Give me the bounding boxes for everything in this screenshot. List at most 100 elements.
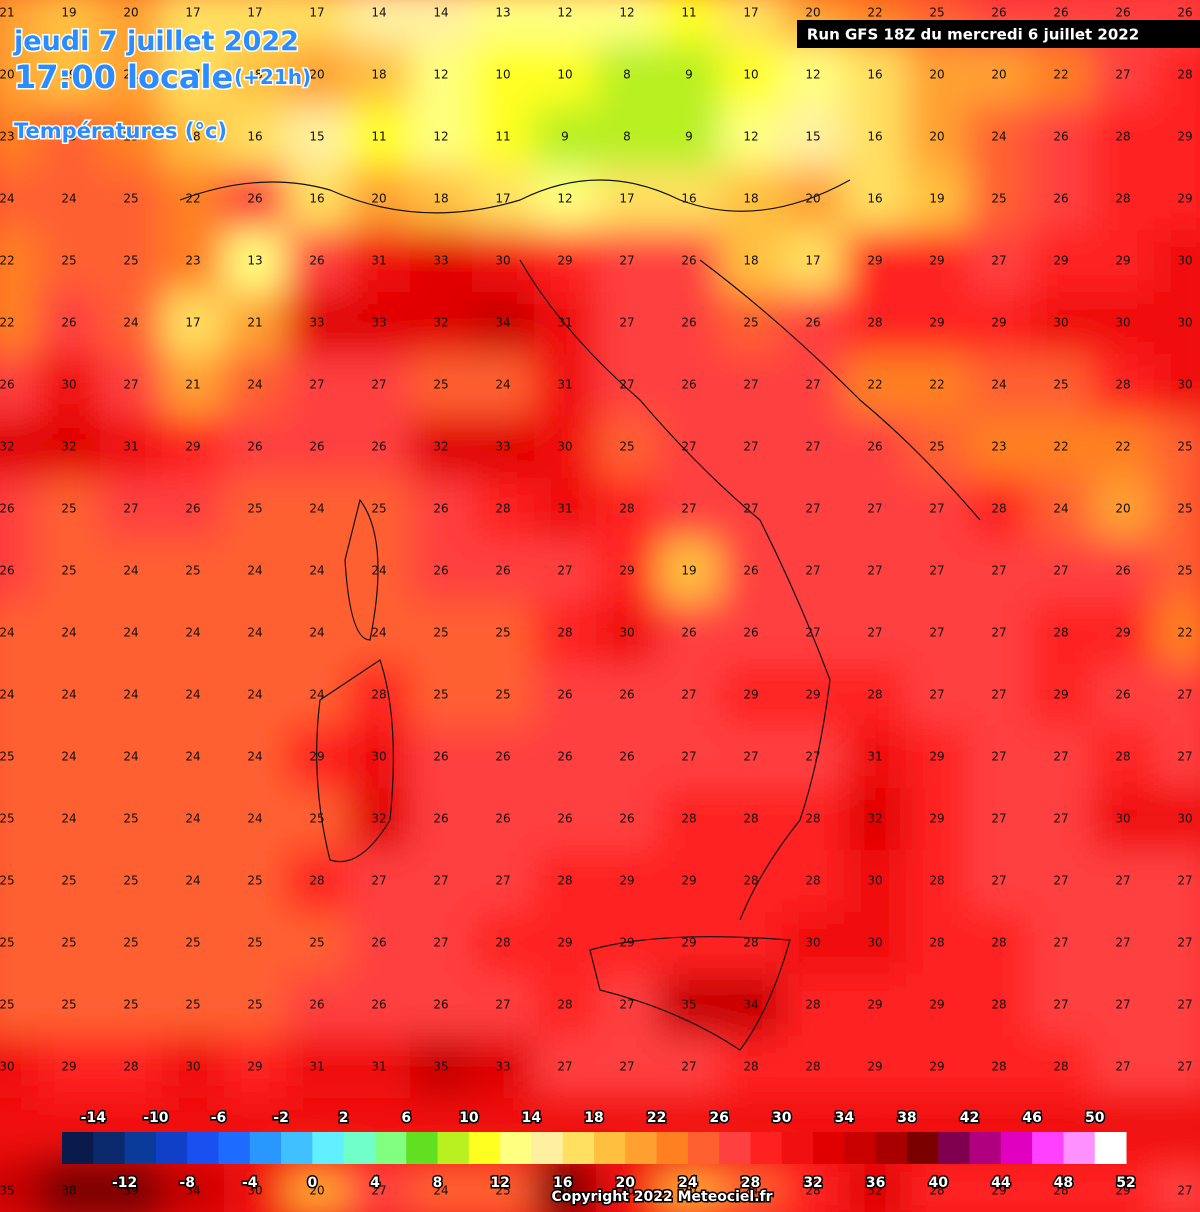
temp-cell [968,292,1030,354]
temp-value: 30 [495,254,510,268]
temp-value: 27 [1177,1184,1192,1198]
temp-value: 28 [557,874,572,888]
temp-value: 26 [743,626,758,640]
temp-cell [410,850,472,912]
legend-swatch [594,1132,626,1164]
temp-cell [596,230,658,292]
temp-value: 27 [929,502,944,516]
temp-cell [1154,478,1200,540]
temp-value: 28 [123,1060,138,1074]
temp-value: 25 [991,192,1006,206]
temp-value: 30 [1115,316,1130,330]
temp-value: 26 [681,254,696,268]
temp-cell [720,478,782,540]
temp-value: 26 [371,998,386,1012]
temp-cell [224,1160,286,1212]
temp-cell [1030,168,1092,230]
temp-cell [658,44,720,106]
temp-cell [286,230,348,292]
temp-value: 27 [929,688,944,702]
temp-value: 27 [805,564,820,578]
temp-cell [596,726,658,788]
temp-value: 28 [991,502,1006,516]
temp-cell [410,106,472,168]
temp-value: 29 [681,874,696,888]
temp-value: 25 [433,378,448,392]
temp-value: 24 [185,626,200,640]
temp-cell [1154,106,1200,168]
temp-cell [0,478,38,540]
temp-value: 27 [1115,1060,1130,1074]
temp-value: 27 [743,750,758,764]
temp-cell [534,1160,596,1212]
temp-value: 22 [1177,626,1192,640]
temp-value: 25 [61,254,76,268]
temp-cell [968,788,1030,850]
temp-value: 26 [557,688,572,702]
temp-cell [100,416,162,478]
temp-cell [1030,1036,1092,1098]
run-banner [797,20,1200,48]
temp-cell [224,602,286,664]
temp-cell [658,478,720,540]
temp-value: 30 [61,378,76,392]
temp-value: 20 [805,192,820,206]
temp-value: 27 [991,812,1006,826]
temp-cell [782,664,844,726]
temp-cell [844,850,906,912]
temp-cell [844,602,906,664]
temp-value: 28 [1053,626,1068,640]
temp-value: 20 [1115,502,1130,516]
temp-value: 29 [867,998,882,1012]
temp-cell [844,974,906,1036]
temp-value: 17 [805,254,820,268]
temp-value: 26 [619,750,634,764]
temp-cell [472,1036,534,1098]
temp-value: 26 [681,626,696,640]
temp-value: 28 [1177,68,1192,82]
legend-swatch [406,1132,439,1164]
temp-cell [286,416,348,478]
temp-value: 18 [743,192,758,206]
legend-swatch [1094,1132,1127,1164]
temp-value: 35 [681,998,696,1012]
temp-value: 27 [619,378,634,392]
temp-cell [410,44,472,106]
temp-cell [534,912,596,974]
temp-value: 11 [371,130,386,144]
temp-cell [100,664,162,726]
temp-cell [720,168,782,230]
legend-label: 0 [307,1175,317,1191]
legend-swatch [155,1132,188,1164]
temp-value: 24 [185,874,200,888]
temp-cell [1154,850,1200,912]
temp-value: 24 [185,812,200,826]
temp-cell [596,540,658,602]
temp-value: 25 [185,998,200,1012]
legend-label: 36 [866,1175,885,1191]
temp-cell [1092,106,1154,168]
temp-cell [782,1036,844,1098]
temp-cell [534,788,596,850]
temp-value: 27 [991,688,1006,702]
temp-cell [596,168,658,230]
temp-cell [0,1036,38,1098]
temp-cell [472,602,534,664]
temp-cell [658,788,720,850]
temp-cell [100,540,162,602]
temp-cell [0,292,38,354]
legend-label: 30 [772,1110,792,1126]
temp-cell [596,1036,658,1098]
legend-label: 18 [584,1110,603,1126]
temp-value: 32 [867,1184,882,1198]
temp-value: 24 [371,626,386,640]
temp-value: 24 [309,688,324,702]
temp-value: 26 [681,378,696,392]
temp-cell [968,478,1030,540]
temp-value: 27 [619,316,634,330]
temp-value: 31 [123,440,138,454]
temp-cell [968,912,1030,974]
temp-value: 28 [1053,1184,1068,1198]
temp-cell [224,726,286,788]
